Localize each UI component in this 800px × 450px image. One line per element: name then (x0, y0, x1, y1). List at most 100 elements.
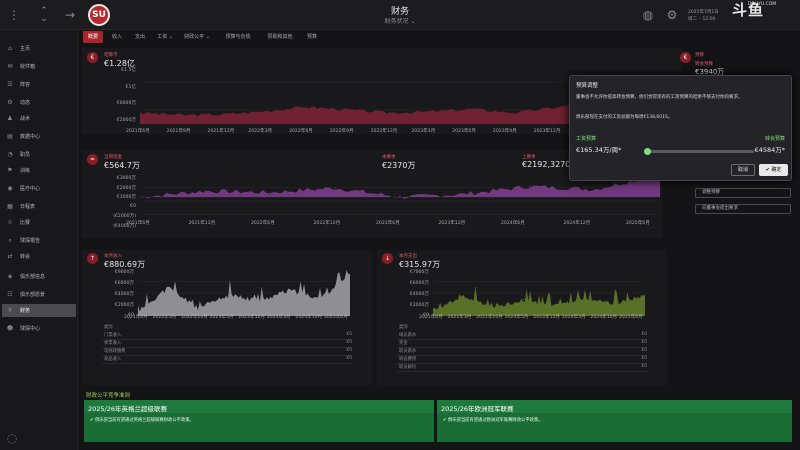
sidebar-item-label: 比赛 (20, 220, 31, 226)
x-tick-label: 2023年9月 (492, 129, 517, 134)
budget-slider-handle[interactable] (644, 148, 651, 155)
sidebar-item-icon: ¥ (8, 307, 12, 314)
data-point (523, 298, 525, 301)
sidebar-item[interactable]: ☰ 阵容 (2, 78, 76, 91)
tab-sponsors[interactable]: 赞助和其他 (267, 34, 293, 40)
sidebar-item-icon: ✉ (7, 63, 13, 70)
y-tick-label: €9000万 (114, 270, 134, 275)
tab-income[interactable]: 收入 (111, 34, 122, 40)
sidebar-item[interactable]: ◔ 职员 (2, 148, 76, 161)
club-crest[interactable]: SU (88, 4, 110, 26)
tab-budget[interactable]: 预算 (306, 34, 317, 40)
series-area (140, 100, 680, 124)
sidebar-item[interactable]: ⚑ 训练 (2, 164, 76, 177)
request-board-button[interactable]: 向董事会提出要求 (695, 204, 791, 214)
confirm-button[interactable]: ✔ 确定 (759, 164, 788, 176)
tab-wages[interactable]: 工资 ⌄ (157, 34, 173, 40)
row-divider (397, 339, 647, 340)
data-point (228, 294, 230, 297)
adjust-budget-button[interactable]: 调整预算 (695, 188, 791, 198)
sidebar-item[interactable]: ⌕ 球探报告 (2, 234, 76, 247)
tab-overview[interactable]: 概要 (83, 31, 103, 43)
breakdown-value: €0 (641, 340, 647, 345)
sidebar-item-label: 球探中心 (20, 326, 41, 332)
sidebar-item-icon: ☻ (6, 325, 14, 332)
sidebar-item[interactable]: ▤ 数据中心 (2, 130, 76, 143)
x-tick-label: 2021年12月 (188, 221, 216, 226)
sidebar-item-label: 俱乐部愿景 (20, 292, 46, 298)
x-tick-label: 2024年6月 (501, 221, 525, 226)
sidebar-item[interactable]: ▦ 日程表 (2, 200, 76, 213)
douyu-watermark-logo: 斗鱼 DOUYU.COM (732, 2, 792, 28)
sidebar-item[interactable]: ♟ 战术 (2, 112, 76, 125)
sidebar-item-label: 收件箱 (20, 64, 36, 70)
data-point (264, 110, 266, 112)
game-time: 周二 ◦ 12:00 (688, 17, 716, 22)
sidebar-item-icon: ⇄ (7, 253, 13, 260)
sidebar-item[interactable]: ¥ 财务 (2, 304, 76, 317)
sidebar-item[interactable]: ◈ 俱乐部信息 (2, 270, 76, 283)
transfer-budget-value: €4584万* (754, 146, 785, 154)
breakdown-label: 季票收入 (104, 341, 122, 346)
data-point (430, 111, 432, 113)
expense-value: €315.97万 (399, 260, 441, 269)
x-tick-label: 2021年6月 (126, 129, 150, 134)
budget-slider-track[interactable] (646, 150, 754, 153)
sidebar-item[interactable]: ⇄ 转会 (2, 250, 76, 263)
y-tick-label: €7000万 (409, 270, 429, 275)
sidebar-item[interactable]: ✉ 收件箱 (2, 60, 76, 73)
sidebar-item[interactable]: ⚙ 动态 (2, 96, 76, 109)
y-tick-label: €0 (423, 313, 429, 318)
y-tick-label: €3000万 (116, 176, 136, 181)
forward-arrow-icon[interactable]: → (64, 8, 76, 22)
breakdown-label: 职员薪水 (399, 349, 417, 354)
sidebar-item[interactable]: ◉ 医疗中心 (2, 182, 76, 195)
data-point (554, 106, 556, 109)
data-point (334, 187, 336, 189)
chat-icon[interactable]: ◌ (6, 431, 18, 445)
cancel-button[interactable]: 取消 (731, 164, 755, 176)
sidebar-item-icon: ⌕ (8, 237, 12, 244)
tab-ffp[interactable]: 财政公平 ⌄ (184, 34, 210, 40)
sidebar-item-icon: ☰ (7, 81, 13, 88)
nav-arrows-icon[interactable]: ⌃ ⌄ (40, 6, 48, 24)
logo-url: DOUYU.COM (747, 2, 777, 7)
data-point (319, 297, 321, 299)
sidebar-item[interactable]: ☷ 俱乐部愿景 (2, 288, 76, 301)
data-point (433, 310, 434, 312)
ffp-card-league: 2025/26年英格兰超级联赛 ✔ 俱乐部当前有望通过英格兰超级联赛财政公平政策… (84, 400, 434, 442)
data-point (529, 185, 531, 187)
x-tick-label: 2022年12月 (313, 221, 341, 226)
globe-icon[interactable]: ◍ (642, 8, 654, 22)
breakdown-value: €0 (641, 364, 647, 369)
expense-label: 本月支出 (399, 254, 417, 259)
y-tick-label: €2000万 (116, 185, 136, 191)
tab-expense[interactable]: 支出 (134, 34, 145, 40)
x-tick-label: 2022年10月 (181, 315, 208, 320)
series-area (433, 285, 645, 316)
data-point (347, 109, 349, 111)
page-subtitle[interactable]: 财务状况 ⌄ (384, 18, 416, 25)
rows-header: 类别 (104, 325, 113, 330)
cashflow-chart (140, 174, 660, 228)
top-bar: ⋮ ⌃ ⌄ → SU 财务 财务状况 ⌄ ◍ ⚙ 2025年7月1日 周二 ◦ 1… (0, 0, 800, 30)
row-divider (397, 363, 647, 364)
tab-budget-debt[interactable]: 预算与负债 (225, 34, 251, 40)
menu-icon[interactable]: ⋮ (8, 8, 20, 22)
budget-adjust-popup: 预算调整 董事会不允许你提高转会预算，他们觉得现有的工资预算的结余不够支付你的要… (569, 75, 792, 181)
data-point (167, 287, 169, 289)
ffp-card-ucl: 2025/26年欧洲冠军联赛 ✔ 俱乐部当前有望通过欧洲冠军联赛财政公平政策。 (437, 400, 792, 442)
breakdown-value: €0 (346, 348, 352, 353)
sidebar-item[interactable]: ♕ 比赛 (2, 216, 76, 229)
x-tick-label: 2024年10月 (295, 315, 323, 320)
sidebar-item[interactable]: ☻ 球探中心 (2, 322, 76, 335)
sidebar: ⌂ 主页 ✉ 收件箱 ☰ 阵容 ⚙ 动态 ♟ 战术 ▤ 数据中心 ◔ 职员 ⚑ 训练 ◉ 医疗中心 ▦ 日程表 ♕ 比赛 ⌕… (0, 30, 78, 450)
x-tick-label: 2023年3月 (411, 129, 436, 134)
data-point (349, 274, 350, 276)
logo-text: 斗鱼 (732, 1, 765, 19)
income-label: 本月收入 (104, 254, 122, 259)
popup-message: 董事会不允许你提高转会预算，他们觉得现有的工资预算的结余不够支付你的要求。 (576, 95, 743, 100)
y-tick-label: €6000万 (114, 281, 134, 286)
sidebar-item[interactable]: ⌂ 主页 (2, 42, 76, 55)
gear-icon[interactable]: ⚙ (666, 8, 678, 22)
